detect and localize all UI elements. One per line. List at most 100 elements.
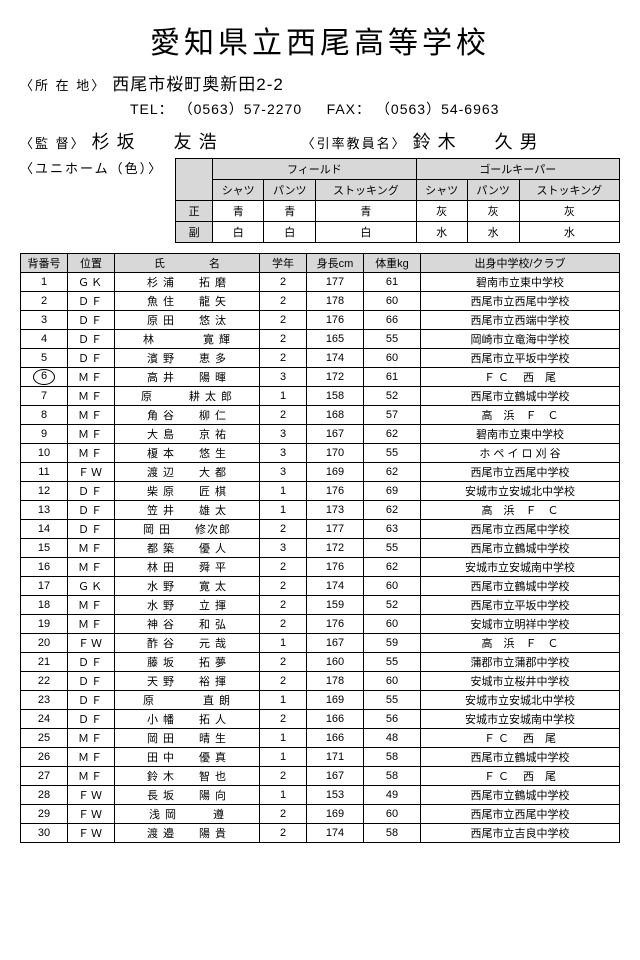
roster-weight: 62 — [364, 501, 421, 520]
address-label: 〈所 在 地〉 — [20, 75, 106, 94]
roster-origin: ホ ペ イ ロ 刈 谷 — [421, 444, 620, 463]
roster-weight: 62 — [364, 463, 421, 482]
roster-height: 178 — [307, 672, 364, 691]
roster-height: 174 — [307, 824, 364, 843]
roster-origin: 碧南市立東中学校 — [421, 273, 620, 292]
uniform-sub-1: パンツ — [264, 180, 316, 201]
roster-name: 天 野 裕 揮 — [115, 672, 260, 691]
roster-h-origin: 出身中学校/クラブ — [421, 254, 620, 273]
roster-num: 10 — [21, 444, 68, 463]
roster-height: 174 — [307, 577, 364, 596]
roster-origin: 西尾市立西端中学校 — [421, 311, 620, 330]
roster-weight: 60 — [364, 672, 421, 691]
roster-origin: 高 浜 Ｆ Ｃ — [421, 634, 620, 653]
roster-grade: 3 — [260, 539, 307, 558]
roster-name: 濱 野 恵 多 — [115, 349, 260, 368]
roster-origin: Ｆ Ｃ 西 尾 — [421, 368, 620, 387]
captain-badge: 6 — [33, 369, 55, 385]
uniform-table: フィールド ゴールキーパー シャツパンツストッキングシャツパンツストッキング 正… — [175, 158, 620, 243]
uniform-sub-4: パンツ — [467, 180, 519, 201]
roster-pos: ＧＫ — [68, 577, 115, 596]
roster-row: 23ＤＦ原 直 朗116955安城市立安城北中学校 — [21, 691, 620, 710]
roster-height: 172 — [307, 368, 364, 387]
roster-h-grade: 学年 — [260, 254, 307, 273]
roster-pos: ＤＦ — [68, 653, 115, 672]
roster-pos: ＭＦ — [68, 558, 115, 577]
roster-grade: 3 — [260, 368, 307, 387]
roster-origin: 高 浜 Ｆ Ｃ — [421, 406, 620, 425]
uniform-cell-0-4: 灰 — [467, 201, 519, 222]
uniform-cell-0-5: 灰 — [519, 201, 619, 222]
roster-weight: 60 — [364, 615, 421, 634]
roster-grade: 1 — [260, 634, 307, 653]
roster-row: 4ＤＦ林 寛 輝216555岡崎市立竜海中学校 — [21, 330, 620, 349]
address-value: 西尾市桜町奥新田2-2 — [112, 70, 284, 95]
roster-num: 5 — [21, 349, 68, 368]
roster-weight: 60 — [364, 805, 421, 824]
fax-value: （0563）54-6963 — [376, 101, 500, 117]
roster-row: 14ＤＦ岡 田 修次郎217763西尾市立西尾中学校 — [21, 520, 620, 539]
roster-h-weight: 体重kg — [364, 254, 421, 273]
roster-origin: 安城市立安城北中学校 — [421, 691, 620, 710]
roster-row: 22ＤＦ天 野 裕 揮217860安城市立桜井中学校 — [21, 672, 620, 691]
roster-origin: 西尾市立鶴城中学校 — [421, 748, 620, 767]
roster-origin: Ｆ Ｃ 西 尾 — [421, 767, 620, 786]
roster-row: 11ＦＷ渡 辺 大 都316962西尾市立西尾中学校 — [21, 463, 620, 482]
roster-grade: 2 — [260, 311, 307, 330]
roster-grade: 2 — [260, 805, 307, 824]
coach-row: 〈監 督〉 杉 坂 友 浩 〈引率教員名〉 鈴 木 久 男 — [20, 128, 620, 154]
roster-height: 177 — [307, 520, 364, 539]
roster-name: 水 野 立 揮 — [115, 596, 260, 615]
roster-name: 岡 田 修次郎 — [115, 520, 260, 539]
roster-grade: 3 — [260, 425, 307, 444]
roster-origin: 蒲郡市立蒲郡中学校 — [421, 653, 620, 672]
roster-name: 藤 坂 拓 夢 — [115, 653, 260, 672]
roster-pos: ＭＦ — [68, 444, 115, 463]
roster-origin: 安城市立安城北中学校 — [421, 482, 620, 501]
uniform-group-gk: ゴールキーパー — [416, 159, 619, 180]
roster-grade: 2 — [260, 577, 307, 596]
roster-height: 173 — [307, 501, 364, 520]
uniform-cell-0-3: 灰 — [416, 201, 467, 222]
roster-weight: 52 — [364, 387, 421, 406]
roster-num: 23 — [21, 691, 68, 710]
roster-row: 9ＭＦ大 島 京 祐316762碧南市立東中学校 — [21, 425, 620, 444]
roster-num: 19 — [21, 615, 68, 634]
uniform-cell-1-4: 水 — [467, 222, 519, 243]
roster-grade: 2 — [260, 824, 307, 843]
roster-pos: ＦＷ — [68, 463, 115, 482]
roster-pos: ＤＦ — [68, 349, 115, 368]
roster-weight: 58 — [364, 748, 421, 767]
roster-grade: 2 — [260, 653, 307, 672]
uniform-cell-0-0: 青 — [213, 201, 264, 222]
roster-name: 高 井 陽 暉 — [115, 368, 260, 387]
roster-num: 28 — [21, 786, 68, 805]
roster-weight: 49 — [364, 786, 421, 805]
roster-row: 3ＤＦ原 田 悠 汰217666西尾市立西端中学校 — [21, 311, 620, 330]
roster-num: 8 — [21, 406, 68, 425]
roster-weight: 55 — [364, 653, 421, 672]
roster-name: 渡 辺 大 都 — [115, 463, 260, 482]
roster-num: 3 — [21, 311, 68, 330]
roster-origin: 安城市立安城南中学校 — [421, 558, 620, 577]
roster-row: 27ＭＦ鈴 木 智 也216758Ｆ Ｃ 西 尾 — [21, 767, 620, 786]
roster-pos: ＤＦ — [68, 710, 115, 729]
roster-weight: 61 — [364, 368, 421, 387]
roster-grade: 2 — [260, 330, 307, 349]
roster-row: 12ＤＦ柴 原 匠 棋117669安城市立安城北中学校 — [21, 482, 620, 501]
roster-name: 渡 邉 陽 貴 — [115, 824, 260, 843]
roster-row: 8ＭＦ角 谷 柳 仁216857高 浜 Ｆ Ｃ — [21, 406, 620, 425]
roster-num: 2 — [21, 292, 68, 311]
roster-height: 169 — [307, 805, 364, 824]
roster-origin: Ｆ Ｃ 西 尾 — [421, 729, 620, 748]
roster-origin: 西尾市立西尾中学校 — [421, 292, 620, 311]
roster-pos: ＭＦ — [68, 387, 115, 406]
roster-weight: 48 — [364, 729, 421, 748]
roster-weight: 55 — [364, 691, 421, 710]
uniform-cell-1-5: 水 — [519, 222, 619, 243]
roster-height: 167 — [307, 767, 364, 786]
roster-origin: 西尾市立吉良中学校 — [421, 824, 620, 843]
roster-name: 角 谷 柳 仁 — [115, 406, 260, 425]
roster-row: 16ＭＦ林 田 舜 平217662安城市立安城南中学校 — [21, 558, 620, 577]
roster-row: 20ＦＷ酢 谷 元 哉116759高 浜 Ｆ Ｃ — [21, 634, 620, 653]
